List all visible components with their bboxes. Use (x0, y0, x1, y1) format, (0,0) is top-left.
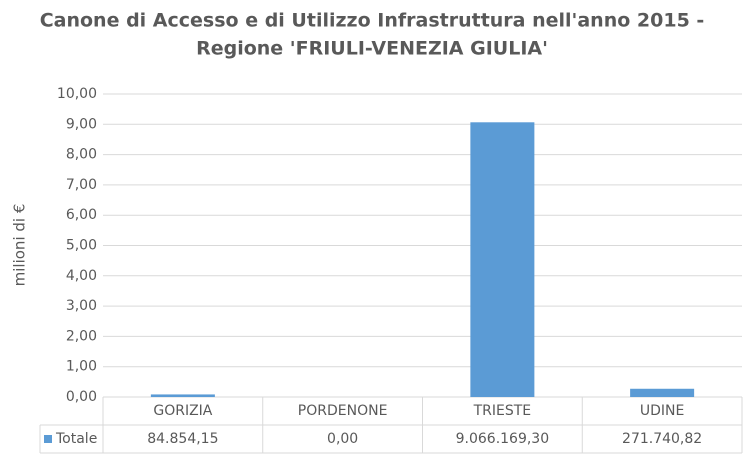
bar (630, 388, 695, 397)
legend-swatch (44, 435, 52, 443)
x-tick-label: GORIZIA (153, 403, 212, 419)
y-tick-label: 5,00 (66, 238, 97, 254)
y-tick-label: 6,00 (66, 207, 97, 223)
x-tick-label: UDINE (640, 403, 684, 419)
y-tick-label: 7,00 (66, 177, 97, 193)
y-tick-label: 8,00 (66, 147, 97, 163)
legend-label: Totale (55, 431, 97, 447)
table-value: 0,00 (327, 431, 358, 447)
chart-title: Canone di Accesso e di Utilizzo Infrastr… (40, 10, 705, 32)
bar (470, 122, 535, 397)
chart-subtitle: Regione 'FRIULI-VENEZIA GIULIA' (196, 38, 548, 60)
y-tick-label: 0,00 (66, 389, 97, 405)
y-axis-label: milioni di € (11, 204, 29, 287)
table-value: 271.740,82 (622, 431, 702, 447)
table-value: 84.854,15 (147, 431, 218, 447)
y-tick-label: 1,00 (66, 359, 97, 375)
y-tick-label: 2,00 (66, 328, 97, 344)
y-tick-label: 10,00 (57, 86, 97, 102)
y-tick-label: 4,00 (66, 268, 97, 284)
table-value: 9.066.169,30 (456, 431, 550, 447)
x-tick-label: TRIESTE (473, 403, 532, 419)
bar (150, 394, 215, 397)
y-tick-label: 9,00 (66, 116, 97, 132)
y-tick-label: 3,00 (66, 298, 97, 314)
x-tick-label: PORDENONE (298, 403, 388, 419)
